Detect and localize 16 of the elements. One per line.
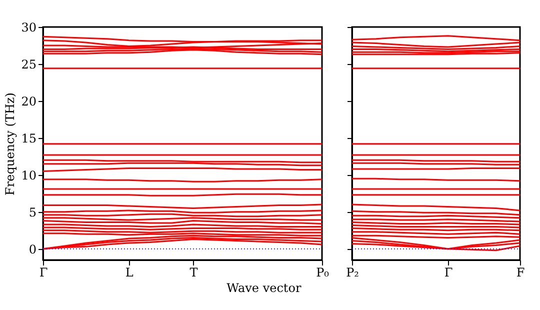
x-tick-label: P₀ xyxy=(316,266,330,280)
y-tick-label: 20 xyxy=(21,94,36,108)
y-tick-label: 15 xyxy=(21,131,36,146)
x-tick-label: Γ xyxy=(39,266,48,280)
y-tick-label: 5 xyxy=(28,205,36,220)
x-tick-label: Γ xyxy=(444,266,453,280)
x-tick-label: P₂ xyxy=(346,266,360,280)
y-tick-label: 10 xyxy=(21,168,36,182)
x-tick-label: T xyxy=(190,266,198,280)
x-axis-title: Wave vector xyxy=(226,280,302,295)
y-tick-label: 25 xyxy=(21,57,36,72)
x-tick-label: L xyxy=(125,266,134,280)
y-tick-label: 30 xyxy=(21,20,36,34)
y-axis-title: Frequency (THz) xyxy=(3,92,18,196)
y-tick-label: 0 xyxy=(28,242,36,256)
x-tick-label: F xyxy=(516,266,525,280)
